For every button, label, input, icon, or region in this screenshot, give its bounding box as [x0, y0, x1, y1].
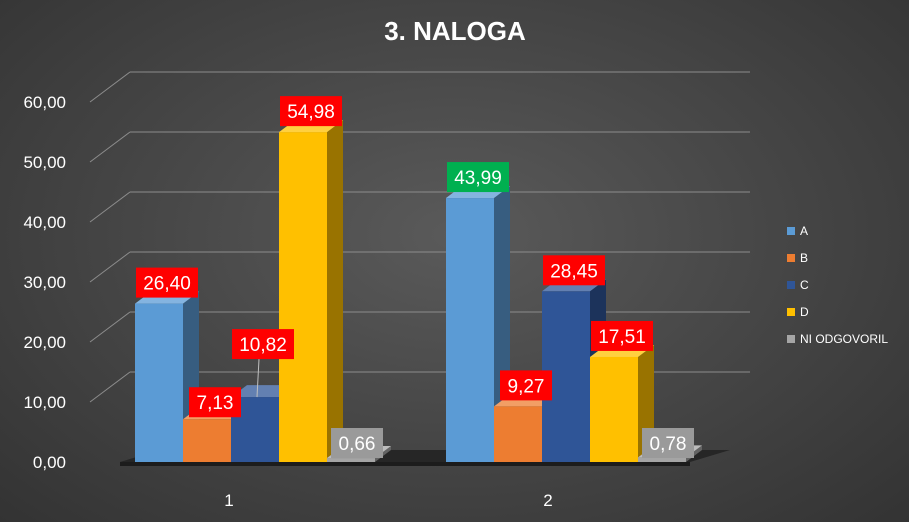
legend-label: A — [800, 224, 808, 238]
gridline-diagonal — [89, 71, 131, 103]
leader-line — [256, 359, 260, 398]
gridline-diagonal — [89, 131, 131, 163]
data-label: 10,82 — [232, 329, 294, 398]
bar-front — [590, 356, 638, 462]
bar-front — [638, 457, 686, 462]
chart-title: 3. NALOGA — [384, 16, 526, 46]
legend-swatch — [787, 335, 795, 343]
legend-swatch — [787, 308, 795, 316]
data-label: 26,40 — [136, 267, 198, 298]
legend-swatch — [787, 254, 795, 262]
bar-front — [279, 132, 327, 462]
data-label-box — [543, 255, 605, 286]
legend-label: B — [800, 251, 808, 265]
bar-front — [135, 303, 183, 462]
y-tick-label: 20,00 — [23, 333, 66, 352]
data-label: 28,45 — [543, 255, 605, 286]
legend-label: NI ODGOVORIL — [800, 332, 888, 346]
y-tick-label: 60,00 — [23, 93, 66, 112]
data-label-text: 17,51 — [598, 327, 646, 348]
legend-label: C — [800, 278, 809, 292]
data-label: 17,51 — [591, 320, 653, 351]
legend-swatch — [787, 227, 795, 235]
gridline-diagonal — [89, 311, 131, 343]
y-tick-label: 40,00 — [23, 213, 66, 232]
bar — [279, 120, 343, 463]
y-tick-label: 0,00 — [33, 453, 66, 472]
y-tick-label: 30,00 — [23, 273, 66, 292]
data-label-box — [136, 267, 198, 298]
data-labels: 26,40 7,13 10,82 54,98 0,66 43,99 9,27 28,45 17,… — [136, 96, 694, 458]
x-tick-label: 1 — [224, 491, 233, 510]
data-label-box — [331, 428, 383, 458]
data-label-box — [280, 96, 342, 127]
bar-front — [183, 419, 231, 462]
data-label-text: 26,40 — [143, 274, 191, 295]
data-label: 7,13 — [189, 387, 241, 418]
legend-swatch — [787, 281, 795, 289]
data-label: 0,78 — [642, 428, 694, 458]
gridline-diagonal — [89, 251, 131, 283]
data-label: 43,99 — [447, 162, 509, 193]
data-label-text: 28,45 — [550, 261, 598, 282]
bar-front — [327, 458, 375, 462]
bar-front — [446, 198, 494, 462]
data-label-text: 7,13 — [197, 393, 234, 414]
data-label: 0,66 — [331, 428, 383, 458]
data-label-box — [500, 370, 552, 401]
data-label-text: 43,99 — [454, 168, 502, 189]
bar-front — [494, 406, 542, 462]
y-tick-label: 10,00 — [23, 393, 66, 412]
data-label-box — [189, 387, 241, 418]
data-label-box — [642, 428, 694, 458]
data-label-box — [447, 162, 509, 193]
y-tick-label: 50,00 — [23, 153, 66, 172]
gridlines — [89, 71, 750, 403]
data-label-text: 54,98 — [287, 102, 335, 123]
data-label: 54,98 — [280, 96, 342, 127]
data-label-text: 10,82 — [239, 335, 287, 356]
gridline-diagonal — [89, 191, 131, 223]
data-label-text: 9,27 — [508, 376, 545, 397]
data-label-text: 0,78 — [650, 434, 687, 455]
floor-edge — [120, 462, 690, 466]
y-axis: 0,00 10,00 20,00 30,00 40,00 50,00 60,00 — [23, 93, 66, 472]
x-tick-label: 2 — [543, 491, 552, 510]
data-label-box — [591, 320, 653, 351]
data-label-text: 0,66 — [339, 434, 376, 455]
bar-side — [327, 120, 343, 463]
legend-label: D — [800, 305, 809, 319]
data-label-box — [232, 329, 294, 360]
gridline-diagonal — [89, 371, 131, 403]
data-label: 9,27 — [500, 370, 552, 401]
